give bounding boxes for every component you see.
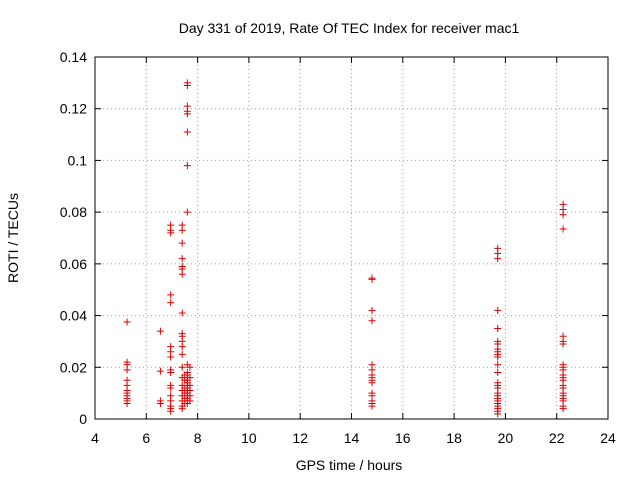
data-point xyxy=(181,399,189,407)
x-tick-label: 8 xyxy=(194,430,202,446)
x-axis-label: GPS time / hours xyxy=(296,457,403,473)
y-tick-label: 0.12 xyxy=(60,101,87,117)
data-point xyxy=(494,353,502,361)
y-axis-tick-labels: 0 0.02 0.04 0.06 0.08 0.1 0.12 0.14 xyxy=(60,49,87,427)
data-point xyxy=(494,361,502,369)
data-point xyxy=(183,110,191,118)
y-axis-label: ROTI / TECUs xyxy=(5,193,21,283)
data-point xyxy=(178,309,186,317)
data-point xyxy=(178,255,186,263)
data-point xyxy=(559,225,567,233)
x-tick-label: 12 xyxy=(292,430,308,446)
data-point xyxy=(167,229,175,237)
data-point xyxy=(156,327,164,335)
x-tick-label: 20 xyxy=(498,430,514,446)
chart-title: Day 331 of 2019, Rate Of TEC Index for r… xyxy=(179,20,520,36)
data-point xyxy=(123,318,131,326)
x-tick-label: 22 xyxy=(549,430,565,446)
data-point xyxy=(559,211,567,219)
data-point xyxy=(178,239,186,247)
data-point xyxy=(156,399,164,407)
data-point xyxy=(178,270,186,278)
data-point xyxy=(156,367,164,375)
data-points xyxy=(123,79,567,418)
data-point xyxy=(178,350,186,358)
data-point xyxy=(494,368,502,376)
y-tick-label: 0.04 xyxy=(60,308,87,324)
y-tick-label: 0.14 xyxy=(60,49,87,65)
data-point xyxy=(186,397,194,405)
data-point xyxy=(368,379,376,387)
data-point xyxy=(559,340,567,348)
data-point xyxy=(167,299,175,307)
data-point xyxy=(178,343,186,351)
data-point xyxy=(183,81,191,89)
data-point xyxy=(368,317,376,325)
y-tick-label: 0.06 xyxy=(60,256,87,272)
data-point xyxy=(167,407,175,415)
data-point xyxy=(167,291,175,299)
data-point xyxy=(167,384,175,392)
data-point xyxy=(368,402,376,410)
x-tick-label: 4 xyxy=(91,430,99,446)
data-point xyxy=(494,255,502,263)
grid-lines xyxy=(95,57,608,419)
data-point xyxy=(178,226,186,234)
data-point xyxy=(123,366,131,374)
data-point xyxy=(186,363,194,371)
plot-frame xyxy=(94,56,609,420)
data-point xyxy=(559,405,567,413)
y-tick-label: 0.1 xyxy=(68,152,88,168)
data-point xyxy=(167,353,175,361)
data-point xyxy=(181,376,189,384)
data-point xyxy=(494,306,502,314)
y-tick-label: 0.08 xyxy=(60,204,87,220)
data-point xyxy=(178,405,186,413)
data-point xyxy=(494,410,502,418)
data-point xyxy=(183,208,191,216)
data-point xyxy=(494,325,502,332)
x-tick-label: 24 xyxy=(600,430,616,446)
x-tick-label: 10 xyxy=(241,430,257,446)
data-point xyxy=(123,399,131,407)
data-point xyxy=(183,162,191,170)
data-point xyxy=(183,128,191,136)
data-point xyxy=(368,306,376,314)
data-point xyxy=(178,363,186,371)
y-tick-label: 0 xyxy=(79,411,87,427)
x-tick-label: 16 xyxy=(395,430,411,446)
data-point xyxy=(167,368,175,376)
x-tick-label: 14 xyxy=(344,430,360,446)
y-tick-label: 0.02 xyxy=(60,359,87,375)
x-axis-tick-labels: 4 6 8 10 12 14 16 18 20 22 24 xyxy=(91,430,616,446)
data-point xyxy=(368,275,376,283)
data-point xyxy=(186,374,194,382)
x-tick-label: 18 xyxy=(446,430,462,446)
x-tick-label: 6 xyxy=(142,430,150,446)
